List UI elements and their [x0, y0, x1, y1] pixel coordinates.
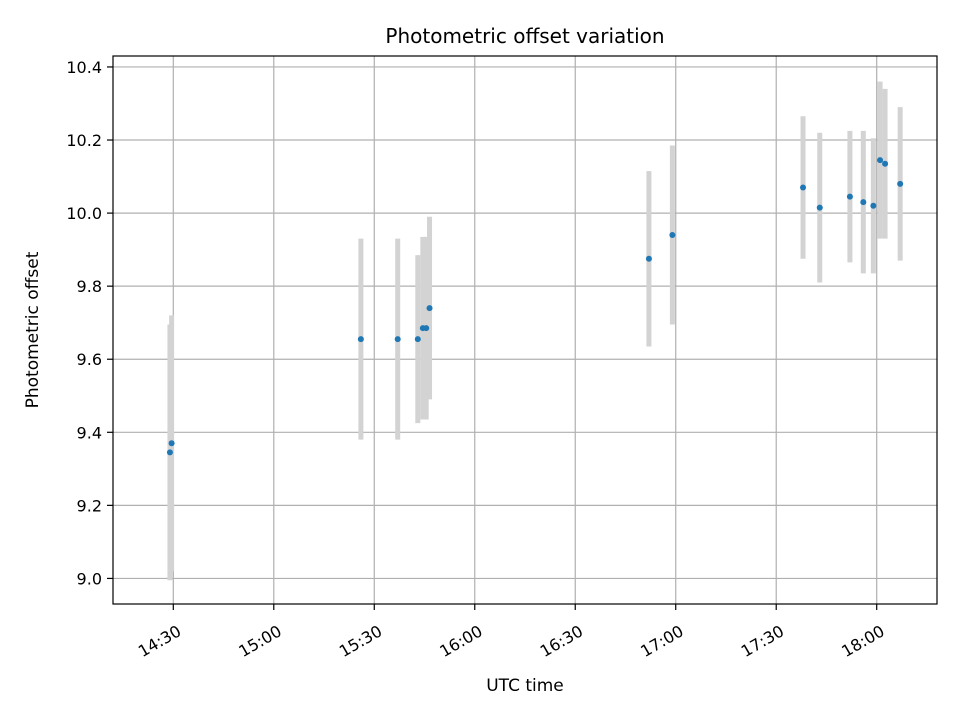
- y-axis-ticks: 9.0 9.2 9.4 9.6 9.8 10.0 10.2 10.4: [66, 58, 113, 588]
- data-point: [870, 202, 877, 209]
- data-point: [860, 199, 867, 206]
- y-tick-label: 9.4: [77, 423, 102, 442]
- data-point: [426, 305, 433, 312]
- data-point: [877, 157, 884, 164]
- grid: [113, 56, 937, 604]
- data-points: [166, 157, 904, 456]
- y-tick-label: 9.2: [77, 496, 102, 515]
- data-point: [166, 449, 173, 456]
- data-point: [669, 232, 676, 239]
- y-tick-label: 10.4: [66, 58, 102, 77]
- data-point: [816, 204, 823, 211]
- y-tick-label: 9.0: [77, 569, 102, 588]
- data-point: [846, 193, 853, 200]
- data-point: [645, 255, 652, 262]
- data-point: [168, 440, 175, 447]
- x-axis-label: UTC time: [486, 676, 564, 696]
- data-point: [897, 180, 904, 187]
- data-point: [423, 325, 430, 332]
- y-tick-label: 10.0: [66, 204, 102, 223]
- data-point: [414, 336, 421, 343]
- y-tick-label: 9.8: [77, 277, 102, 296]
- plot-area: [113, 56, 937, 604]
- y-axis-label: Photometric offset: [23, 251, 43, 408]
- data-point: [800, 184, 807, 191]
- data-point: [882, 160, 889, 167]
- chart-title: Photometric offset variation: [385, 24, 664, 48]
- data-point: [357, 336, 364, 343]
- y-tick-label: 9.6: [77, 350, 102, 369]
- data-point: [394, 336, 401, 343]
- y-tick-label: 10.2: [66, 131, 102, 150]
- plot-frame: [112, 55, 938, 605]
